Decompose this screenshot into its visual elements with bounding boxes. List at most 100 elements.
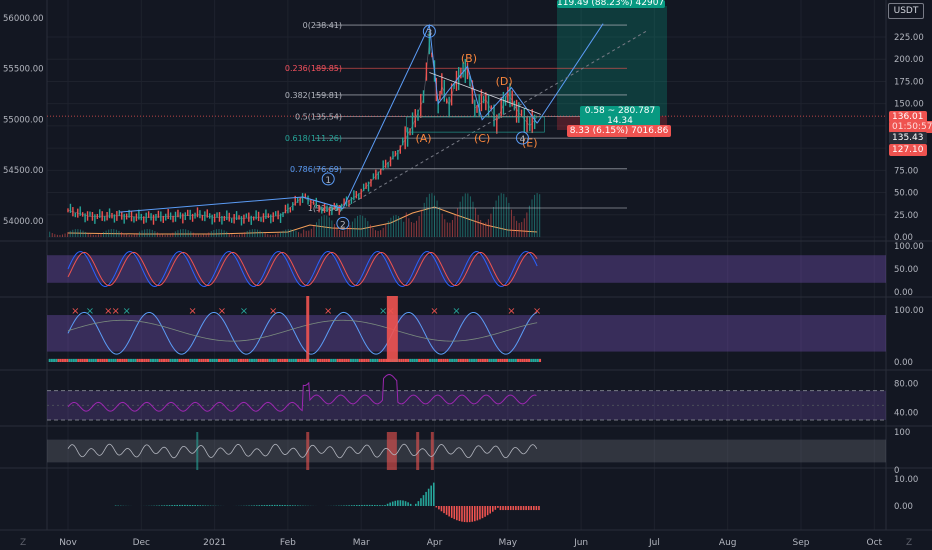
signal-bar [306, 296, 310, 362]
right-axis-label: 200.00 [894, 55, 924, 65]
left-axis-label: 55000.00 [3, 115, 44, 125]
signal-mark: × [379, 306, 387, 317]
stoch-d-line [67, 251, 538, 287]
wave-circle [515, 131, 529, 145]
osc4-highlight [196, 432, 199, 470]
fib-level-label: 0(238.41) [303, 21, 342, 30]
osc2-axis-label: 0.00 [894, 358, 913, 368]
left-axis-label: 54500.00 [3, 166, 44, 176]
signal-mark: × [269, 306, 277, 317]
measure-label-red: 8.33 (6.15%) 7016.86 [567, 125, 671, 137]
x-tick-label: Aug [719, 538, 737, 548]
signal-mark: × [386, 306, 394, 317]
macd-axis-label: 0.00 [894, 502, 913, 512]
x-tick-label: Dec [133, 538, 150, 548]
triangle-upper-line [429, 72, 541, 115]
signal-mark: × [104, 306, 112, 317]
wave-label: (B) [461, 52, 477, 65]
wave-label: (E) [522, 136, 538, 149]
rsi-axis-label: 40.00 [894, 409, 918, 419]
signal-bar [386, 296, 398, 362]
right-axis-label: 175.00 [894, 77, 924, 87]
x-tick-label: Apr [427, 538, 443, 548]
osc2-line [67, 311, 538, 355]
stoch-band [47, 255, 886, 283]
x-tick-label: 2021 [203, 538, 226, 548]
x-tick-label: Oct [867, 538, 883, 548]
osc4-highlight [386, 432, 397, 470]
rsi-axis-label: 80.00 [894, 379, 918, 389]
signal-mark: × [430, 306, 438, 317]
wave-label: (C) [474, 132, 490, 145]
price-badge-3: 127.10 [889, 144, 927, 156]
x-tick-label: Jul [648, 538, 660, 548]
signal-mark: × [452, 306, 460, 317]
wave-label: (D) [496, 75, 513, 88]
currency-label[interactable]: USDT [888, 3, 924, 19]
wave-circle [321, 172, 335, 186]
signal-mark: × [218, 306, 226, 317]
right-axis-label: 50.00 [894, 189, 918, 199]
wave-label: 3 [427, 28, 433, 38]
signal-mark: × [188, 306, 196, 317]
trend-dashed-line [342, 30, 648, 209]
rsi-band [47, 390, 886, 420]
fib-level-label: 0.382(159.81) [285, 91, 342, 100]
wave-label: (A) [415, 132, 431, 145]
x-tick-label: Nov [59, 538, 77, 548]
signal-mark: × [122, 306, 130, 317]
measure-mid-line-1: 0.58 ~ 280.787 [584, 106, 656, 116]
stoch-axis-label: 0.00 [894, 288, 913, 298]
wave-label: 4 [520, 135, 526, 145]
osc4-line [67, 443, 538, 459]
osc2-band [47, 315, 886, 352]
wave-circle [422, 24, 436, 38]
wave-circle [336, 216, 350, 230]
macd-axis-label: 10.00 [894, 475, 918, 485]
right-axis-label: 25.00 [894, 211, 918, 221]
signal-mark: × [71, 306, 79, 317]
stoch-axis-label: 100.00 [894, 242, 924, 252]
left-axis-label: 54000.00 [3, 217, 44, 227]
osc2-slow-line [67, 319, 538, 342]
price-badge-2: 135.43 [889, 132, 927, 144]
wave-projection-line [536, 23, 604, 124]
left-axis-label: 55500.00 [3, 65, 44, 75]
x-tick-label: Sep [793, 538, 810, 548]
elliott-wave-line [302, 23, 538, 210]
fib-level-label: 0.786(76.69) [290, 165, 342, 174]
horizontal-gridlines [47, 36, 886, 238]
signal-mark: × [507, 306, 515, 317]
timezone-icon-right[interactable]: Z [906, 538, 913, 548]
triangle-zone-box [406, 116, 545, 133]
osc4-band [47, 439, 886, 463]
rsi-line [67, 374, 537, 412]
fib-level-label: 0.5(135.54) [295, 113, 342, 122]
measure-label-top: 119.49 (88.23%) 42907.06 [557, 0, 665, 8]
right-axis-label: 75.00 [894, 166, 918, 176]
fib-level-label: 0.236(189.85) [285, 64, 342, 73]
wave-lead-line [119, 196, 344, 213]
fib-level-label: 0.618(111.26) [285, 134, 342, 143]
osc2-axis-label: 100.00 [894, 306, 924, 316]
stoch-k-line [67, 251, 538, 287]
vertical-gridlines [67, 0, 875, 530]
last-price-badge: 136.01 [889, 111, 927, 123]
x-tick-label: Mar [353, 538, 370, 548]
signal-mark: × [86, 306, 94, 317]
signal-mark: × [324, 306, 332, 317]
wave-label: 2 [340, 220, 346, 230]
x-tick-label: Jun [573, 538, 588, 548]
timezone-icon-left[interactable]: Z [20, 538, 27, 548]
right-axis-label: 225.00 [894, 33, 924, 43]
right-axis-label: 150.00 [894, 100, 924, 110]
countdown-badge: 01:50:57 [889, 121, 932, 133]
osc4-highlight [416, 432, 420, 470]
signal-mark: × [533, 306, 541, 317]
x-tick-label: Feb [280, 538, 296, 548]
osc4-highlight [430, 432, 434, 470]
measure-mid-line-2: 14.34 [607, 116, 633, 126]
right-axis-label: 0.00 [894, 233, 913, 243]
osc4-axis-label: 0 [894, 466, 899, 476]
